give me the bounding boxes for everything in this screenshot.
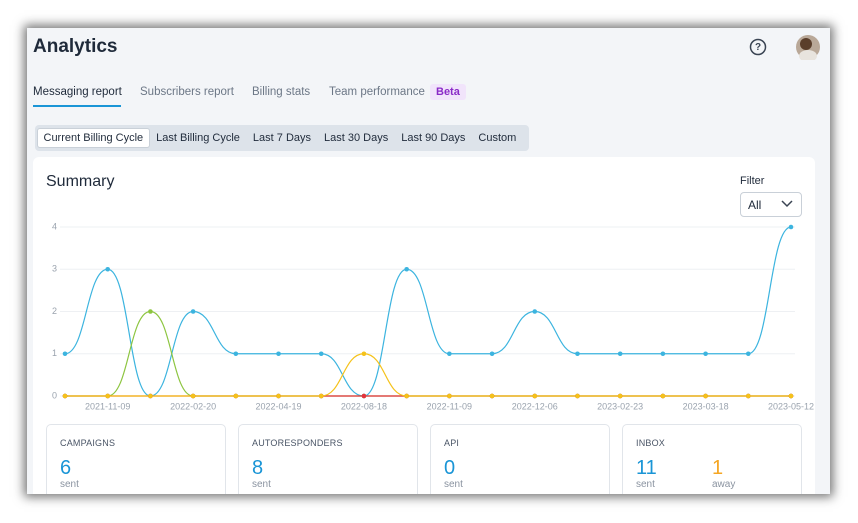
data-point bbox=[447, 351, 452, 357]
data-point bbox=[489, 351, 495, 357]
data-point bbox=[190, 309, 196, 314]
stat-label: API bbox=[444, 438, 460, 448]
data-point bbox=[276, 393, 281, 399]
data-point bbox=[233, 393, 239, 399]
chart: 0 1 2 3 4 2021-11-09 2022-02-20 2022-04-19 2022-… bbox=[52, 221, 814, 411]
data-point bbox=[660, 393, 666, 399]
stat-value: 6 bbox=[60, 457, 72, 479]
data-point bbox=[62, 393, 68, 399]
stat-label: CAMPAIGNS bbox=[60, 438, 116, 448]
data-point bbox=[703, 393, 708, 399]
stat-value: 11 bbox=[636, 457, 657, 479]
data-point bbox=[575, 351, 580, 357]
data-point bbox=[788, 224, 794, 230]
x-tick-label: 2022-11-09 bbox=[427, 401, 472, 411]
period-button[interactable]: Last Billing Cycle bbox=[156, 132, 240, 144]
period-button[interactable]: Current Billing Cycle bbox=[37, 128, 150, 148]
tab[interactable]: Team performance bbox=[329, 86, 425, 98]
stat-unit: sent bbox=[636, 479, 655, 490]
stat-unit: sent bbox=[444, 479, 463, 490]
period-button[interactable]: Last 30 Days bbox=[324, 132, 389, 144]
data-point bbox=[361, 351, 367, 357]
stat-value: 0 bbox=[444, 457, 456, 479]
data-point bbox=[703, 351, 708, 357]
filter-label: Filter bbox=[740, 175, 765, 187]
data-point bbox=[190, 393, 196, 399]
period-button[interactable]: Last 90 Days bbox=[401, 132, 466, 144]
svg-text:?: ? bbox=[755, 42, 761, 53]
filter-select[interactable]: All bbox=[740, 192, 802, 217]
data-point bbox=[745, 351, 751, 357]
tab[interactable]: Billing stats bbox=[252, 86, 311, 98]
stat-card: INBOX 11 sent 1 away bbox=[622, 424, 802, 494]
x-tick-label: 2021-11-09 bbox=[85, 401, 130, 411]
x-tick-label: 2023-05-12 bbox=[768, 401, 814, 411]
period-selector: Current Billing Cycle Last Billing Cycle… bbox=[35, 125, 529, 151]
data-point bbox=[617, 351, 623, 357]
beta-badge: Beta bbox=[430, 84, 466, 100]
data-point bbox=[575, 393, 580, 399]
y-tick-label: 0 bbox=[52, 390, 57, 400]
data-point bbox=[105, 393, 111, 399]
y-tick-label: 3 bbox=[52, 264, 57, 274]
stat-card: CAMPAIGNS 6 sent bbox=[46, 424, 226, 494]
data-point bbox=[745, 393, 751, 399]
data-point bbox=[361, 393, 367, 399]
data-point bbox=[148, 393, 153, 399]
data-point bbox=[233, 351, 239, 357]
data-point bbox=[617, 393, 623, 399]
stat-card: API 0 sent bbox=[430, 424, 610, 494]
stat-label: AUTORESPONDERS bbox=[252, 438, 343, 448]
x-tick-label: 2023-02-23 bbox=[597, 401, 643, 411]
data-point bbox=[660, 351, 666, 357]
stat-item: 1 away bbox=[712, 457, 735, 490]
chevron bbox=[781, 200, 793, 208]
stat-card: AUTORESPONDERS 8 sent bbox=[238, 424, 418, 494]
x-tick-label: 2022-12-06 bbox=[512, 401, 558, 411]
summary-title: Summary bbox=[46, 173, 115, 190]
tab[interactable]: Messaging report bbox=[33, 86, 122, 98]
data-point bbox=[532, 309, 538, 314]
data-point bbox=[148, 309, 153, 314]
stat-value: 1 bbox=[712, 457, 724, 479]
data-point bbox=[105, 266, 111, 272]
page-title: Analytics bbox=[33, 36, 118, 57]
x-tick-label: 2022-04-19 bbox=[256, 401, 302, 411]
data-point bbox=[489, 393, 495, 399]
data-point bbox=[447, 393, 452, 399]
stat-item: 6 sent bbox=[60, 457, 79, 490]
window: Analytics ? Messaging report Subscribers… bbox=[27, 28, 830, 494]
data-point bbox=[788, 393, 794, 399]
data-point bbox=[276, 351, 281, 357]
stat-unit: sent bbox=[60, 479, 79, 490]
stat-value: 8 bbox=[252, 457, 264, 479]
stat-item: 11 sent bbox=[636, 457, 657, 490]
y-tick-label: 1 bbox=[52, 348, 57, 358]
x-tick-label: 2023-03-18 bbox=[683, 401, 729, 411]
period-button[interactable]: Custom bbox=[478, 132, 517, 144]
period-button[interactable]: Last 7 Days bbox=[252, 132, 312, 144]
y-tick-label: 4 bbox=[52, 221, 57, 231]
stat-label: INBOX bbox=[636, 438, 666, 448]
tab[interactable]: Subscribers report bbox=[140, 86, 234, 98]
data-point bbox=[62, 351, 68, 357]
data-point bbox=[404, 266, 409, 272]
stat-item: 8 sent bbox=[252, 457, 271, 490]
y-tick-label: 2 bbox=[52, 306, 57, 316]
stat-unit: sent bbox=[252, 479, 271, 490]
help-icon[interactable]: ? bbox=[748, 37, 768, 57]
data-point bbox=[318, 393, 324, 399]
data-point bbox=[404, 393, 409, 399]
filter-value: All bbox=[748, 198, 762, 212]
x-tick-label: 2022-08-18 bbox=[341, 401, 387, 411]
data-point bbox=[532, 393, 538, 399]
stat-item: 0 sent bbox=[444, 457, 463, 490]
stat-unit: away bbox=[712, 479, 736, 490]
tab-underline bbox=[33, 105, 121, 107]
avatar[interactable] bbox=[795, 34, 821, 60]
x-tick-label: 2022-02-20 bbox=[170, 401, 216, 411]
data-point bbox=[318, 351, 324, 357]
